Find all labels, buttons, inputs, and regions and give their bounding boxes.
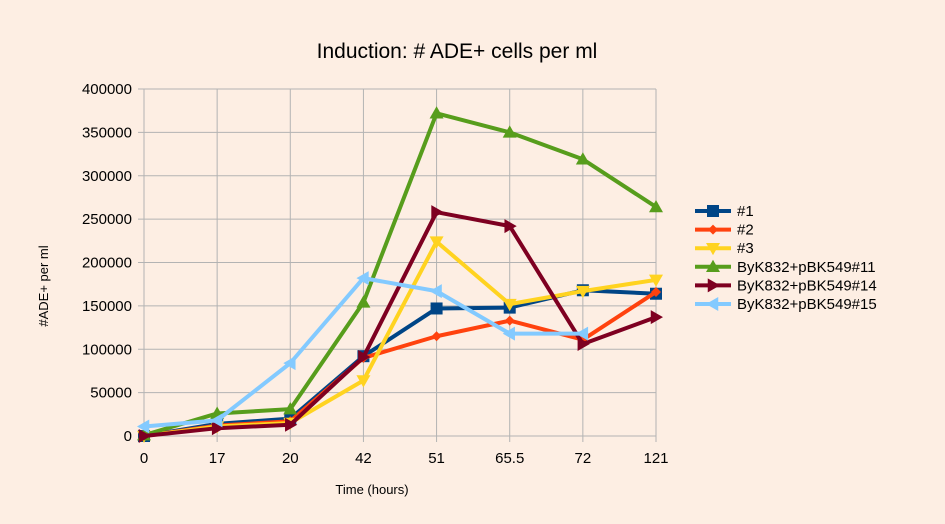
x-axis-label: Time (hours) [335,482,408,497]
y-tick-label: 100000 [82,341,132,358]
data-point [502,326,515,341]
data-point [431,331,442,342]
axes [138,88,657,442]
data-point [429,284,442,299]
y-tick-label: 250000 [82,211,132,228]
data-point [429,106,444,119]
y-tick-label: 0 [124,428,132,445]
data-point [137,419,150,434]
y-tick-label: 400000 [82,81,132,98]
y-tick-label: 150000 [82,298,132,315]
chart-title: Induction: # ADE+ cells per ml [317,40,598,63]
data-point [431,205,444,220]
legend-marker [706,242,720,256]
legend-item-5: ByK832+pBK549#14 [695,277,877,294]
series-line [142,210,658,438]
gridlines [143,88,657,437]
legend-label: ByK832+pBK549#15 [737,296,877,313]
y-axis-label: #ADE+ per ml [36,245,51,326]
y-tick-label: 350000 [82,124,132,141]
data-point [356,375,371,388]
legend-label: ByK832+pBK549#11 [737,259,876,276]
legend-marker [707,205,719,217]
x-tick-label: 20 [282,450,299,467]
x-tick-label: 72 [575,450,592,467]
legend-item-1: #1 [695,203,754,220]
legend-item-3: #3 [695,240,754,257]
data-point [649,199,663,213]
x-tick-label: 17 [209,450,226,467]
data-point [138,429,151,443]
data-point [210,413,223,428]
x-tick-label: 0 [140,450,148,467]
legend-label: #1 [737,203,754,220]
data-point [504,219,517,234]
x-tick-label: 42 [355,450,372,467]
series-lines [137,106,663,443]
data-point [430,302,443,315]
data-point [504,315,515,326]
legend-marker [706,259,720,273]
x-tick-label: 51 [428,450,445,467]
x-tick-label: 121 [643,450,668,467]
tick-labels: 0 50000 100000 150000 200000 250000 300000 3500… [82,81,669,467]
legend-marker [708,224,718,235]
data-point [575,152,590,165]
series-6 [137,271,589,434]
series-4 [137,106,663,441]
x-tick-label: 65.5 [495,450,524,467]
data-point [358,350,371,365]
data-point [283,402,298,415]
y-tick-label: 50000 [90,385,132,402]
data-point [429,236,444,249]
legend-marker [707,278,720,293]
data-point [283,356,296,371]
data-point [575,326,589,341]
data-point [356,295,371,308]
data-point [650,310,663,325]
y-tick-label: 300000 [82,168,132,185]
data-point [502,298,517,312]
legend-label: #2 [737,222,754,239]
legend-label: #3 [737,240,754,257]
data-point [211,421,225,436]
data-point [651,286,661,297]
data-point [577,337,590,352]
legend-item-6: ByK832+pBK549#15 [695,296,877,313]
legend-item-2: #2 [695,222,754,239]
data-point [356,271,369,286]
y-tick-label: 200000 [82,255,132,272]
legend-item-4: ByK832+pBK549#11 [695,259,876,276]
legend-label: ByK832+pBK549#14 [737,277,877,294]
data-point [649,274,663,287]
legend-marker [706,297,719,311]
data-point [502,125,517,138]
data-point [575,285,590,299]
data-point [285,417,298,432]
